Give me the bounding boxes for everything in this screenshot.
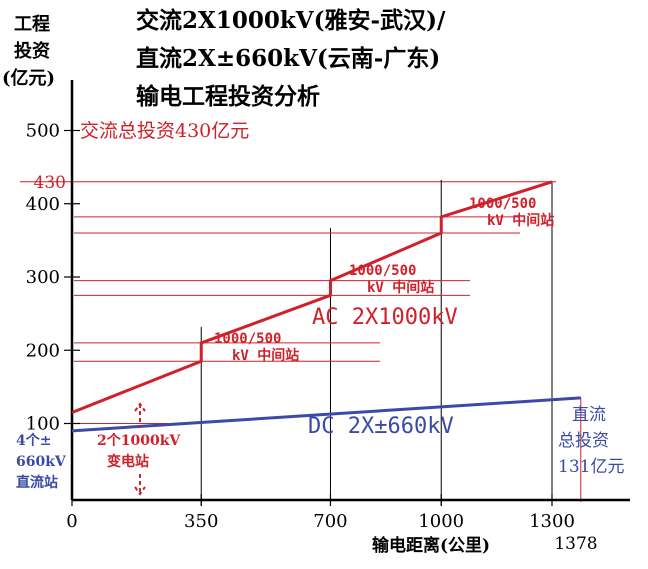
dc-stations-line-1: 4个± <box>16 432 51 449</box>
substation-label-kv: kV 中间站 <box>367 279 434 296</box>
dc-series-line <box>71 396 581 433</box>
y-extra-tick-label: 430 <box>34 173 66 193</box>
chart-title-line-2: 直流2X±660kV(云南-广东) <box>136 45 440 72</box>
y-axis-label-line-1: 工程 <box>14 14 50 35</box>
series-lines <box>71 180 581 496</box>
chart-title-line-3: 输电工程投资分析 <box>136 83 320 110</box>
y-axis-label-line-3: (亿元) <box>2 67 55 89</box>
x-tick-label: 350 <box>184 511 218 532</box>
tick-marks <box>64 129 553 506</box>
guide-lines <box>20 180 582 506</box>
substation-label-ratio: 1000/500 <box>469 196 536 212</box>
dc-stations-line-2: 660kV <box>16 454 67 470</box>
y-tick-label: 400 <box>26 194 60 215</box>
x-tick-label: 1300 <box>529 511 575 532</box>
ac-stations-line-2: 变电站 <box>107 453 149 470</box>
x-tick-label: 0 <box>66 511 77 532</box>
ac-stations-line-1: 2个1000kV <box>97 432 181 449</box>
substation-label-ratio: 1000/500 <box>214 331 281 347</box>
y-tick-label: 200 <box>26 340 60 361</box>
x-axis-label: 输电距离(公里) <box>372 535 490 556</box>
up-arrow-icon <box>134 402 146 428</box>
ac-series-label: AC 2X1000kV <box>312 305 458 330</box>
y-tick-label: 300 <box>26 267 60 288</box>
ac-total-annotation: 交流总投资430亿元 <box>80 120 249 142</box>
x-extra-tick-label: 1378 <box>554 534 597 554</box>
dc-stations-line-3: 直流站 <box>16 474 58 491</box>
substation-label-kv: kV 中间站 <box>487 212 554 229</box>
chart-title-line-1: 交流2X1000kV(雅安-武汉)/ <box>136 7 446 34</box>
substation-label-ratio: 1000/500 <box>349 263 416 279</box>
substation-label-kv: kV 中间站 <box>232 347 299 364</box>
dc-total-line-3: 131亿元 <box>558 457 624 477</box>
y-tick-label: 500 <box>26 121 60 142</box>
x-tick-label: 700 <box>313 511 347 532</box>
down-arrow-icon <box>134 474 146 496</box>
dc-total-line-1: 直流 <box>572 405 606 425</box>
y-tick-label: 100 <box>26 414 60 435</box>
y-axis-label-line-2: 投资 <box>14 40 50 62</box>
x-tick-label: 1000 <box>418 511 464 532</box>
dc-series-label: DC 2X±660kV <box>308 414 454 439</box>
dc-total-line-2: 总投资 <box>558 431 609 451</box>
ac-series-line <box>71 180 553 414</box>
